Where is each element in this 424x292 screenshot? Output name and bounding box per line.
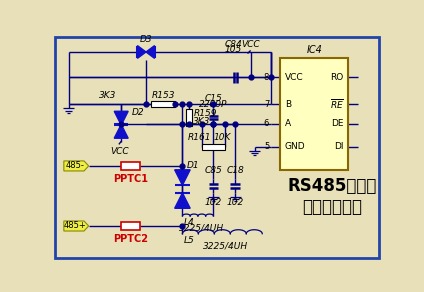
Text: C84: C84 (225, 40, 243, 49)
Text: D1: D1 (186, 161, 199, 170)
FancyBboxPatch shape (202, 144, 225, 150)
Polygon shape (114, 111, 128, 125)
FancyBboxPatch shape (121, 222, 140, 230)
Polygon shape (114, 124, 128, 138)
Text: DI: DI (334, 142, 343, 151)
Text: RS485接口原
理与接口保护: RS485接口原 理与接口保护 (287, 177, 377, 216)
Text: RO: RO (330, 73, 343, 82)
Text: VCC: VCC (110, 147, 129, 157)
Text: L5: L5 (184, 236, 195, 245)
Text: 7: 7 (264, 100, 269, 109)
Polygon shape (146, 46, 154, 58)
Text: DE: DE (331, 119, 343, 128)
Polygon shape (175, 170, 190, 185)
Text: 3225/4UH: 3225/4UH (203, 241, 248, 251)
Text: GND: GND (285, 142, 305, 151)
Text: A: A (285, 119, 291, 128)
Polygon shape (64, 221, 89, 231)
Text: B: B (285, 100, 291, 109)
Text: 2200P: 2200P (199, 100, 228, 109)
Text: PPTC2: PPTC2 (113, 234, 148, 244)
Polygon shape (175, 193, 190, 208)
Text: 3225/4UH: 3225/4UH (179, 224, 224, 233)
Text: 6: 6 (264, 119, 269, 128)
Text: D2: D2 (132, 108, 145, 117)
Text: 5: 5 (264, 142, 269, 151)
Text: C85: C85 (204, 166, 222, 175)
Text: 102: 102 (226, 198, 244, 207)
Text: R159: R159 (193, 109, 217, 118)
Text: IC4: IC4 (306, 45, 322, 55)
Text: 3K3: 3K3 (193, 117, 211, 126)
Text: 10K: 10K (214, 133, 232, 142)
Polygon shape (64, 161, 89, 171)
Text: R161: R161 (188, 133, 211, 142)
Text: 8: 8 (264, 73, 269, 82)
Text: 102: 102 (205, 198, 222, 207)
Text: 105: 105 (225, 44, 242, 53)
Text: PPTC1: PPTC1 (113, 174, 148, 184)
Polygon shape (137, 46, 146, 58)
Text: D3: D3 (139, 35, 152, 44)
Text: $\overline{RE}$: $\overline{RE}$ (330, 98, 343, 111)
Text: 485+: 485+ (64, 222, 87, 230)
Text: VCC: VCC (285, 73, 303, 82)
FancyBboxPatch shape (186, 109, 192, 126)
FancyBboxPatch shape (151, 101, 175, 107)
Text: R153: R153 (151, 91, 175, 100)
Text: 485-: 485- (66, 161, 85, 171)
Text: 3K3: 3K3 (98, 91, 116, 100)
FancyBboxPatch shape (121, 162, 140, 170)
Text: L4: L4 (184, 218, 195, 227)
Text: VCC: VCC (241, 40, 260, 49)
Text: C18: C18 (226, 166, 244, 175)
FancyBboxPatch shape (55, 37, 379, 258)
FancyBboxPatch shape (280, 58, 348, 170)
Text: C15: C15 (204, 94, 222, 103)
